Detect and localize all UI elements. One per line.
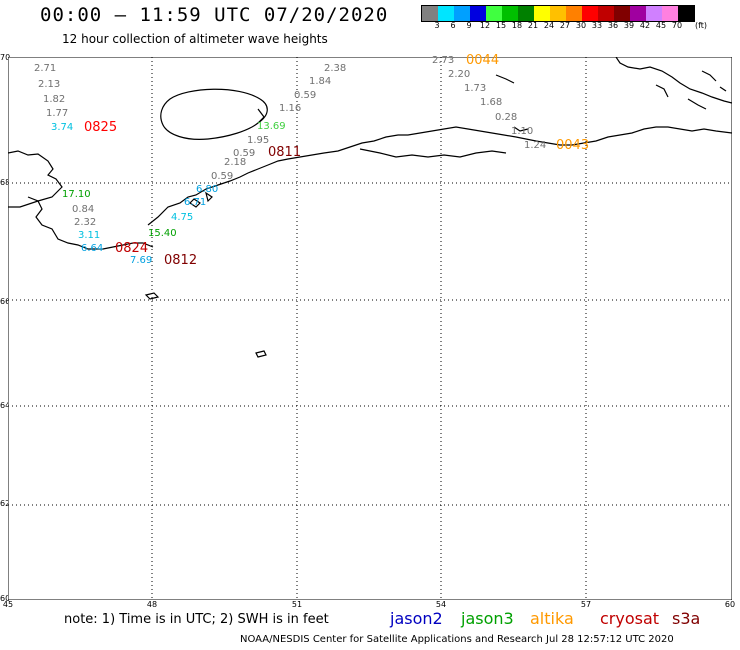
color-swatch — [534, 6, 550, 21]
coastline — [8, 57, 732, 358]
color-scale-tick: 39 — [623, 21, 635, 30]
lat-label-66: 66 — [0, 297, 11, 306]
legend-jason2: jason2 — [390, 609, 443, 628]
wave-height-value: 1.10 — [511, 126, 534, 137]
lat-label-62: 62 — [0, 499, 11, 508]
color-swatch — [438, 6, 454, 21]
map-frame — [8, 57, 732, 600]
color-scale-tick: 3 — [434, 21, 440, 30]
wave-height-value: 17.10 — [62, 189, 91, 200]
color-swatch — [614, 6, 630, 21]
pass-time-label: 0812 — [164, 253, 198, 268]
color-swatch — [662, 6, 678, 21]
color-scale-unit: (ft) — [694, 21, 708, 30]
pass-time-label: 0043 — [556, 138, 590, 153]
wave-height-value: 0.59 — [294, 90, 317, 101]
color-scale-tick: 36 — [607, 21, 619, 30]
legend-jason3: jason3 — [461, 609, 514, 628]
wave-height-value: 1.77 — [46, 108, 69, 119]
wave-height-color-scale — [421, 5, 695, 22]
color-swatch — [454, 6, 470, 21]
color-scale-tick: 18 — [511, 21, 523, 30]
legend-altika: altika — [530, 609, 574, 628]
color-swatch — [678, 6, 694, 21]
color-swatch — [486, 6, 502, 21]
map-plot — [8, 57, 732, 600]
pass-time-label: 0825 — [84, 120, 118, 135]
footnote: note: 1) Time is in UTC; 2) SWH is in fe… — [64, 612, 329, 627]
wave-height-value: 1.95 — [247, 135, 270, 146]
lon-label-48: 48 — [146, 600, 158, 609]
wave-height-value: 0.28 — [495, 112, 518, 123]
color-scale-tick: 9 — [466, 21, 472, 30]
lon-label-45: 45 — [2, 600, 14, 609]
color-scale-tick: 24 — [543, 21, 555, 30]
color-swatch — [598, 6, 614, 21]
color-scale-labels: 3 6 9 12 15 18 21 24 27 30 33 36 39 42 45 70 (ft) — [421, 21, 737, 33]
wave-height-value: 1.24 — [524, 140, 547, 151]
wave-height-value: 1.73 — [464, 83, 487, 94]
color-scale-tick: 33 — [591, 21, 603, 30]
color-scale-tick: 42 — [639, 21, 651, 30]
color-scale-tick: 45 — [655, 21, 667, 30]
pass-time-label: 0824 — [115, 241, 149, 256]
color-swatch — [646, 6, 662, 21]
color-scale-tick: 27 — [559, 21, 571, 30]
wave-height-value: 7.69 — [130, 255, 153, 266]
lat-label-70: 70 — [0, 53, 11, 62]
color-scale-tick: 70 — [671, 21, 683, 30]
color-swatch — [518, 6, 534, 21]
color-scale-tick: 30 — [575, 21, 587, 30]
color-swatch — [470, 6, 486, 21]
color-swatch — [422, 6, 438, 21]
wave-height-value: 15.40 — [148, 228, 177, 239]
wave-height-value: 6.80 — [196, 184, 219, 195]
map-subtitle: 12 hour collection of altimeter wave hei… — [62, 32, 328, 46]
color-scale-tick: 12 — [479, 21, 491, 30]
credit-footer: NOAA/NESDIS Center for Satellite Applica… — [240, 634, 674, 645]
map-title: 00:00 – 11:59 UTC 07/20/2020 — [40, 4, 389, 26]
color-swatch — [550, 6, 566, 21]
wave-height-value: 4.75 — [171, 212, 194, 223]
lon-label-57: 57 — [580, 600, 592, 609]
wave-height-value: 2.13 — [38, 79, 61, 90]
graticule — [8, 57, 732, 600]
pass-time-label: 0811 — [268, 145, 302, 160]
lon-label-51: 51 — [291, 600, 303, 609]
color-swatch — [502, 6, 518, 21]
legend-s3a: s3a — [672, 609, 701, 628]
wave-height-value: 2.18 — [224, 157, 247, 168]
wave-height-value: 1.84 — [309, 76, 332, 87]
legend-cryosat: cryosat — [600, 609, 660, 628]
lon-label-60: 60 — [724, 600, 736, 609]
wave-height-value: 6.64 — [81, 243, 104, 254]
lat-label-64: 64 — [0, 401, 11, 410]
wave-height-value: 13.69 — [257, 121, 286, 132]
color-swatch — [566, 6, 582, 21]
wave-height-value: 0.59 — [211, 171, 234, 182]
wave-height-value: 2.38 — [324, 63, 347, 74]
wave-height-value: 1.16 — [279, 103, 302, 114]
wave-height-value: 6.71 — [184, 197, 207, 208]
wave-height-value: 2.71 — [34, 63, 57, 74]
wave-height-value: 2.20 — [448, 69, 471, 80]
wave-height-value: 2.32 — [74, 217, 97, 228]
wave-height-value: 3.11 — [78, 230, 101, 241]
lat-label-68: 68 — [0, 178, 11, 187]
color-scale-tick: 15 — [495, 21, 507, 30]
color-scale-tick: 6 — [450, 21, 456, 30]
wave-height-value: 1.68 — [480, 97, 503, 108]
color-swatch — [630, 6, 646, 21]
lat-label-60: 60 — [0, 594, 11, 603]
pass-time-label: 0044 — [466, 53, 500, 68]
wave-height-value: 2.73 — [432, 55, 455, 66]
wave-height-value: 0.59 — [233, 148, 256, 159]
color-swatch — [582, 6, 598, 21]
color-scale-tick: 21 — [527, 21, 539, 30]
lon-label-54: 54 — [435, 600, 447, 609]
wave-height-value: 0.84 — [72, 204, 95, 215]
wave-height-value: 3.74 — [51, 122, 74, 133]
wave-height-value: 1.82 — [43, 94, 66, 105]
